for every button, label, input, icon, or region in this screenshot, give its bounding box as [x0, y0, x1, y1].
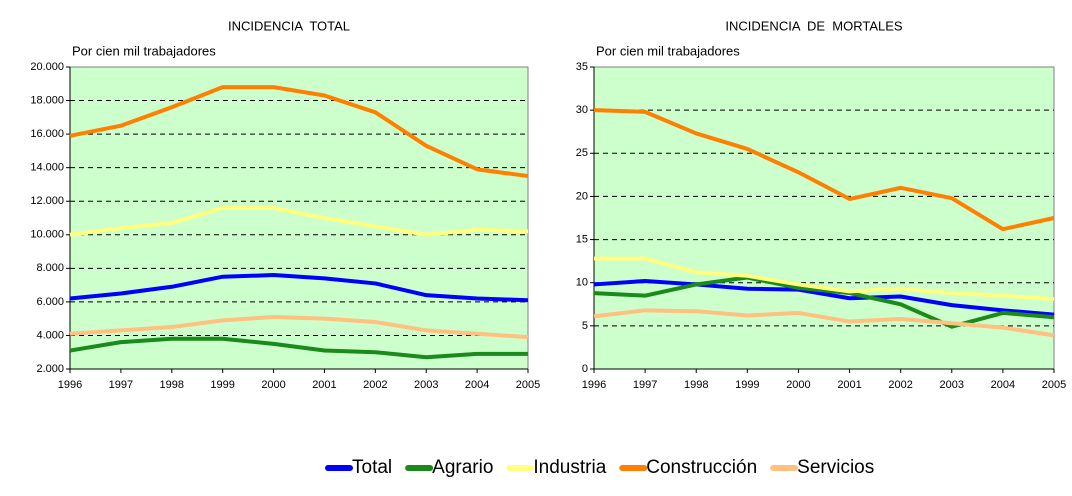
- series-line: [593, 275, 1055, 329]
- x-tick-label: 2000: [261, 379, 285, 391]
- subtitle: Por cien mil trabajadores: [596, 43, 740, 58]
- y-tick-label: 25: [576, 147, 588, 159]
- y-tick-label: 18.000: [30, 94, 64, 106]
- x-tick-label: 1997: [109, 379, 133, 391]
- x-tick-label: 2002: [363, 379, 387, 391]
- x-tick-label: 2001: [312, 379, 336, 391]
- y-tick-label: 20: [576, 190, 588, 202]
- x-tick-label: 2003: [414, 379, 438, 391]
- x-tick-label: 2004: [465, 379, 489, 391]
- x-tick-label: 1996: [58, 379, 82, 391]
- series-line: [594, 256, 1055, 302]
- plot-area: [69, 66, 529, 370]
- subtitle: Por cien mil trabajadores: [72, 43, 216, 58]
- x-tick-label: 2005: [516, 379, 540, 391]
- x-tick-label: 1998: [684, 379, 708, 391]
- x-tick-label: 2000: [786, 379, 810, 391]
- x-tick-label: 2003: [940, 379, 964, 391]
- y-tick-label: 12.000: [30, 195, 64, 207]
- y-tick-label: 16.000: [30, 128, 64, 140]
- x-tick-label: 2001: [837, 379, 861, 391]
- x-tick-label: 1997: [633, 379, 657, 391]
- series-line: [69, 205, 529, 237]
- legend-label: Agrario: [432, 457, 493, 478]
- y-tick-label: 0: [582, 363, 588, 375]
- x-tick-label: 2002: [888, 379, 912, 391]
- x-tick-label: 1999: [735, 379, 759, 391]
- y-tick-label: 15: [576, 233, 588, 245]
- y-tick-label: 30: [576, 104, 588, 116]
- y-tick-label: 10.000: [30, 229, 64, 241]
- legend-label: Industria: [533, 457, 606, 478]
- y-tick-label: 8.000: [36, 262, 64, 274]
- series-line: [69, 314, 529, 340]
- series-line: [593, 308, 1055, 338]
- legend-label: Total: [352, 457, 392, 478]
- x-tick-label: 1996: [582, 379, 606, 391]
- x-tick-label: 2004: [991, 379, 1015, 391]
- chart-title: INCIDENCIA DE MORTALES: [725, 18, 903, 33]
- chart-title: INCIDENCIA TOTAL: [228, 18, 350, 33]
- legend-label: Servicios: [797, 457, 874, 478]
- series-line: [593, 278, 1055, 317]
- series-line: [69, 85, 529, 179]
- y-tick-label: 14.000: [30, 162, 64, 174]
- y-tick-label: 2.000: [36, 363, 64, 375]
- x-tick-label: 1999: [210, 379, 234, 391]
- legend-label: Construcción: [646, 457, 757, 478]
- y-tick-label: 6.000: [36, 296, 64, 308]
- y-tick-label: 4.000: [36, 329, 64, 341]
- series-line: [593, 108, 1055, 232]
- x-tick-label: 1998: [160, 379, 184, 391]
- y-tick-label: 10: [576, 277, 588, 289]
- series-line: [69, 336, 528, 360]
- y-tick-label: 5: [582, 320, 588, 332]
- y-tick-label: 35: [576, 61, 588, 73]
- series-line: [69, 273, 529, 303]
- y-tick-label: 20.000: [30, 61, 64, 73]
- x-tick-label: 2005: [1042, 379, 1066, 391]
